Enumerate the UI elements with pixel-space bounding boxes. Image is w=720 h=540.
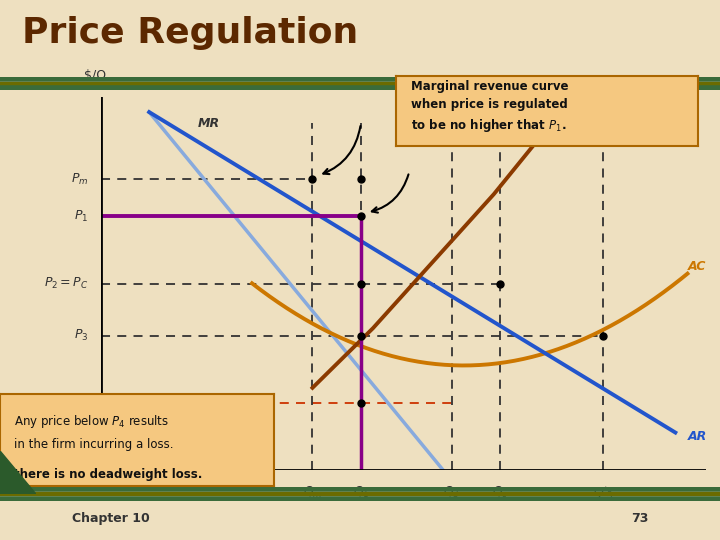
Text: $P_2=P_C$: $P_2=P_C$ xyxy=(45,276,89,291)
Text: MC: MC xyxy=(542,120,564,133)
Text: MR: MR xyxy=(197,117,220,130)
Text: Chapter 10: Chapter 10 xyxy=(72,512,150,525)
Text: $P_1$: $P_1$ xyxy=(74,209,89,224)
Text: $P_4$: $P_4$ xyxy=(74,395,89,410)
Text: AR: AR xyxy=(688,430,707,443)
Text: $Q_m$: $Q_m$ xyxy=(302,485,323,500)
Text: in the firm incurring a loss.: in the firm incurring a loss. xyxy=(14,438,174,451)
Text: $Q_3$: $Q_3$ xyxy=(444,485,460,500)
Text: Marginal revenue curve
when price is regulated
to be no higher that $P_1$.: Marginal revenue curve when price is reg… xyxy=(411,80,569,134)
Text: there is no deadweight loss.: there is no deadweight loss. xyxy=(14,468,202,481)
Text: $Q_1$: $Q_1$ xyxy=(353,485,369,500)
Text: $P_3$: $P_3$ xyxy=(74,328,89,343)
Text: Price Regulation: Price Regulation xyxy=(22,16,358,50)
Text: AC: AC xyxy=(688,260,706,273)
Text: $Q'_3$: $Q'_3$ xyxy=(593,485,613,501)
Text: Any price below $P_4$ results: Any price below $P_4$ results xyxy=(14,413,168,429)
Text: $P_m$: $P_m$ xyxy=(71,172,89,187)
Polygon shape xyxy=(0,451,36,494)
Text: 73: 73 xyxy=(631,512,648,525)
Text: $Q_c$: $Q_c$ xyxy=(492,485,508,500)
Text: $/Q: $/Q xyxy=(84,69,106,82)
